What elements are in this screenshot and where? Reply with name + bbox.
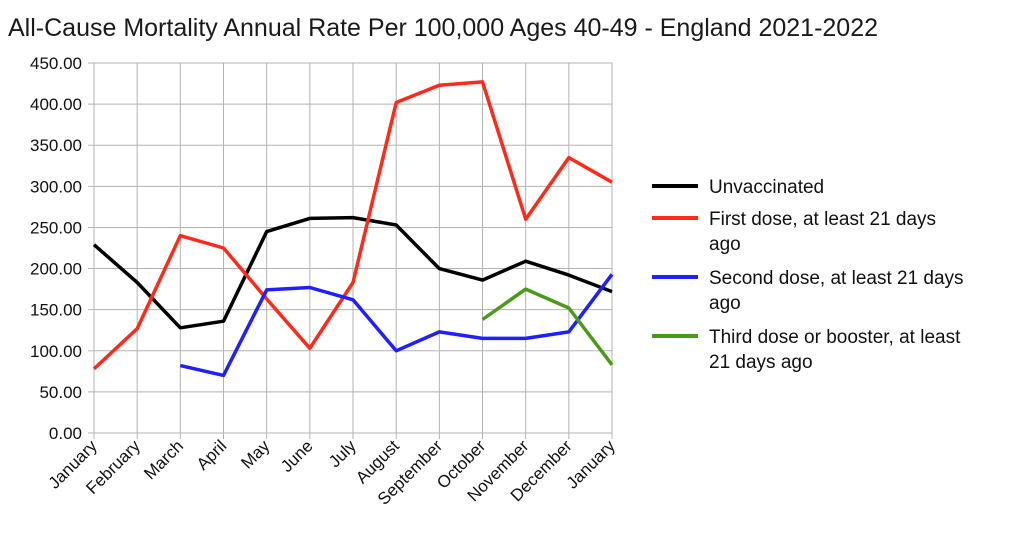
x-tick-label: March — [140, 436, 187, 483]
series-line — [92, 215, 613, 330]
series-lines — [92, 80, 614, 378]
grid-lines — [93, 62, 613, 434]
chart-title: All-Cause Mortality Annual Rate Per 100,… — [8, 14, 878, 42]
legend-label: 21 days ago — [709, 352, 813, 373]
legend: Unvaccinated First dose, at least 21 days… — [652, 177, 964, 373]
x-tick-label: January — [563, 436, 620, 493]
y-tick-label: 150.00 — [30, 301, 82, 320]
y-tick-label: 300.00 — [30, 177, 82, 196]
x-tick-label: April — [193, 436, 230, 473]
legend-label: Second dose, at least 21 days — [709, 268, 964, 289]
series-line — [481, 287, 614, 366]
y-tick-label: 50.00 — [39, 383, 82, 402]
x-tick-label: June — [277, 436, 317, 476]
legend-label: Third dose or booster, at least — [709, 327, 961, 348]
series-line — [179, 273, 614, 378]
legend-label: First dose, at least 21 days — [709, 209, 936, 230]
legend-label: ago — [709, 293, 741, 314]
legend-label: Unvaccinated — [709, 177, 824, 198]
x-tick-label: May — [237, 436, 273, 472]
y-tick-label: 400.00 — [30, 95, 82, 114]
series-line — [92, 80, 613, 371]
x-tick-label: July — [325, 436, 360, 471]
y-tick-label: 350.00 — [30, 136, 82, 155]
legend-label: ago — [709, 234, 741, 255]
y-tick-label: 450.00 — [30, 54, 82, 73]
y-tick-label: 250.00 — [30, 218, 82, 237]
y-tick-label: 100.00 — [30, 342, 82, 361]
y-tick-label: 0.00 — [49, 424, 82, 443]
y-tick-label: 200.00 — [30, 260, 82, 279]
axes — [88, 62, 613, 439]
y-axis-tick-labels: 0.00 50.00 100.00 150.00 200.00 250.00 300.00 3… — [30, 54, 82, 443]
plot-area-border — [93, 62, 613, 434]
